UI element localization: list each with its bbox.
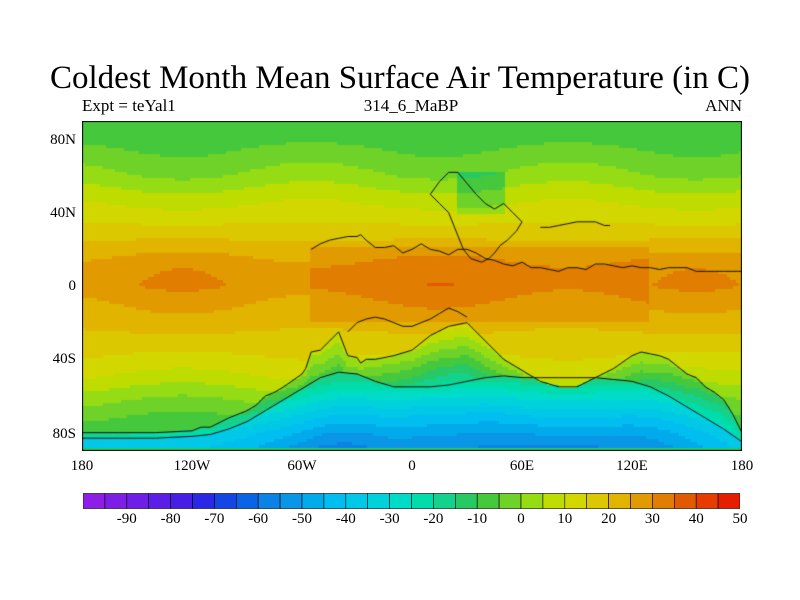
y-tick-label: 40S — [52, 351, 76, 367]
colorbar-label: 0 — [517, 511, 525, 527]
colorbar-box — [411, 493, 434, 509]
colorbar-box — [454, 493, 478, 509]
x-tick-label: 60W — [287, 458, 317, 474]
x-tick-label: 0 — [408, 458, 416, 474]
colorbar-box — [148, 493, 171, 509]
colorbar-box — [564, 493, 587, 509]
colorbar-box — [520, 493, 544, 509]
colorbar-label: 20 — [601, 511, 617, 527]
colorbar-box — [214, 493, 237, 509]
y-tick-label: 80S — [52, 426, 76, 442]
colorbar-label: 50 — [732, 511, 748, 527]
subtitle-age: 314_6_MaBP — [363, 96, 459, 115]
colorbar-label: -20 — [423, 511, 444, 527]
colorbar-label: 10 — [557, 511, 573, 527]
colorbar-box — [236, 493, 259, 509]
colorbar-box — [630, 493, 653, 509]
chart-title: Coldest Month Mean Surface Air Temperatu… — [50, 60, 750, 96]
colorbar-box — [608, 493, 631, 509]
colorbar-box — [257, 493, 281, 509]
colorbar-label: -50 — [292, 511, 312, 527]
colorbar-label: -80 — [160, 511, 181, 527]
temperature-map — [82, 121, 742, 451]
subtitle-experiment: Expt = teYal1 — [82, 96, 176, 115]
colorbar-box — [192, 493, 215, 509]
y-tick-label: 40N — [50, 205, 76, 221]
colorbar-box — [279, 493, 303, 509]
colorbar-label: -30 — [379, 511, 400, 527]
colorbar-label: -90 — [116, 511, 137, 527]
colorbar-box — [389, 493, 412, 509]
x-tick-label: 180 — [70, 458, 94, 474]
subtitle-season: ANN — [705, 96, 742, 115]
colorbar-box — [433, 493, 456, 509]
colorbar — [83, 493, 740, 509]
colorbar-box — [104, 493, 128, 509]
x-tick-label: 60E — [509, 458, 535, 474]
colorbar-label: -60 — [248, 511, 269, 527]
colorbar-box — [717, 493, 740, 509]
colorbar-box — [323, 493, 347, 509]
y-tick-label: 80N — [50, 132, 76, 148]
colorbar-box — [476, 493, 500, 509]
colorbar-label: 30 — [644, 511, 660, 527]
colorbar-box — [367, 493, 390, 509]
colorbar-box — [498, 493, 522, 509]
colorbar-label: 40 — [688, 511, 704, 527]
colorbar-box — [170, 493, 193, 509]
colorbar-label: -10 — [467, 511, 488, 527]
colorbar-box — [345, 493, 368, 509]
colorbar-box — [126, 493, 149, 509]
colorbar-box — [695, 493, 719, 509]
x-tick-label: 120W — [173, 458, 211, 474]
colorbar-box — [652, 493, 675, 509]
colorbar-box — [673, 493, 697, 509]
colorbar-box — [586, 493, 609, 509]
colorbar-box — [83, 493, 106, 509]
colorbar-label: -40 — [335, 511, 356, 527]
colorbar-box — [301, 493, 325, 509]
x-tick-label: 120E — [616, 458, 648, 474]
colorbar-box — [542, 493, 566, 509]
x-tick-label: 180 — [730, 458, 754, 474]
y-tick-label: 0 — [68, 278, 77, 294]
colorbar-label: -70 — [204, 511, 225, 527]
